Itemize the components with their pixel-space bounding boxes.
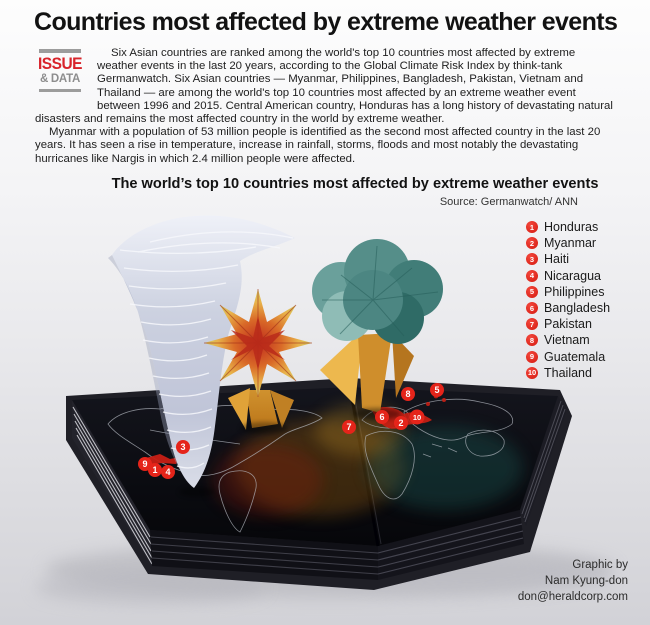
list-item: 1 Honduras <box>526 219 610 235</box>
map-markers: 1 2 3 4 5 6 7 8 9 10 <box>138 383 444 479</box>
map-marker-label: 10 <box>413 413 421 422</box>
rank-number-badge: 8 <box>526 334 538 347</box>
country-ranking-list: 1 Honduras 2 Myanmar 3 Haiti 4 Nicaragua 5 Ph… <box>526 219 610 381</box>
map-marker-label: 8 <box>405 389 410 399</box>
origami-tree-illustration <box>312 239 443 420</box>
intro-text-block: ISSUE & DATA Six Asian countries are ran… <box>35 47 617 166</box>
country-name: Honduras <box>544 220 599 235</box>
map-marker: 7 <box>342 420 356 434</box>
map-marker-label: 7 <box>346 422 351 432</box>
chart-subtitle: The world’s top 10 countries most affect… <box>111 176 599 192</box>
rank-number-badge: 9 <box>526 350 538 363</box>
country-name: Vietnam <box>544 333 590 348</box>
rank-number-badge: 1 <box>526 221 538 234</box>
rank-number-badge: 4 <box>526 269 538 282</box>
map-marker-label: 6 <box>379 412 384 422</box>
map-marker-label: 1 <box>152 465 157 475</box>
credit-line-1: Graphic by <box>572 559 628 571</box>
country-name: Myanmar <box>544 236 597 251</box>
list-item: 6 Bangladesh <box>526 300 610 316</box>
list-item: 2 Myanmar <box>526 235 610 251</box>
map-marker: 10 <box>409 409 425 425</box>
list-item: 8 Vietnam <box>526 332 610 348</box>
page-stack-front-left <box>150 530 379 580</box>
map-marker: 9 <box>138 457 152 471</box>
map-marker-label: 9 <box>142 459 147 469</box>
credit-line-3: don@heraldcorp.com <box>517 591 628 603</box>
source-credit: Source: Germanwatch/ ANN <box>439 196 578 208</box>
badge-bottom-bar <box>39 88 81 92</box>
badge-top-bar <box>39 49 81 53</box>
map-marker: 8 <box>401 387 415 401</box>
rank-number-badge: 6 <box>526 302 538 315</box>
list-item: 9 Guatemala <box>526 349 610 365</box>
map-marker-label: 5 <box>434 385 439 395</box>
credit-line-2: Nam Kyung-don <box>544 575 628 587</box>
origami-star-illustration <box>204 289 312 434</box>
map-marker-label: 2 <box>398 418 403 428</box>
country-name: Philippines <box>544 284 605 299</box>
rank-number-badge: 5 <box>526 285 538 298</box>
rank-number-badge: 10 <box>526 366 538 379</box>
map-marker: 3 <box>176 440 190 454</box>
page-title: Countries most affected by extreme weath… <box>34 8 618 36</box>
country-name: Guatemala <box>544 349 606 364</box>
badge-data-label: & DATA <box>40 72 80 85</box>
country-name: Haiti <box>544 252 570 267</box>
page-stack-left <box>72 400 153 566</box>
rank-number-badge: 2 <box>526 237 538 250</box>
badge-issue-label: ISSUE <box>37 55 83 73</box>
map-marker: 5 <box>430 383 444 397</box>
map-marker: 2 <box>394 416 408 430</box>
country-name: Nicaragua <box>544 268 601 283</box>
map-marker: 4 <box>161 465 175 479</box>
page-stack-right <box>520 396 566 526</box>
list-item: 5 Philippines <box>526 284 610 300</box>
country-name: Bangladesh <box>544 301 611 316</box>
list-item: 4 Nicaragua <box>526 268 610 284</box>
rank-number-badge: 7 <box>526 318 538 331</box>
country-name: Pakistan <box>544 317 592 332</box>
list-item: 3 Haiti <box>526 251 610 267</box>
rank-number-badge: 3 <box>526 253 538 266</box>
map-marker-label: 4 <box>165 467 170 477</box>
issue-and-data-badge: ISSUE & DATA <box>35 49 85 92</box>
intro-paragraph-2: Myanmar with a population of 53 million … <box>35 126 601 165</box>
intro-paragraph-1: Six Asian countries are ranked among the… <box>35 47 613 126</box>
list-item: 7 Pakistan <box>526 316 610 332</box>
map-marker-label: 3 <box>180 442 185 452</box>
list-item: 10 Thailand <box>526 365 610 381</box>
tornado-illustration <box>108 215 295 497</box>
country-name: Thailand <box>544 365 592 380</box>
graphic-credit: Graphic by Nam Kyung-don don@heraldcorp.… <box>518 557 628 605</box>
page-stack-front-right <box>377 510 524 580</box>
map-marker: 6 <box>375 410 389 424</box>
